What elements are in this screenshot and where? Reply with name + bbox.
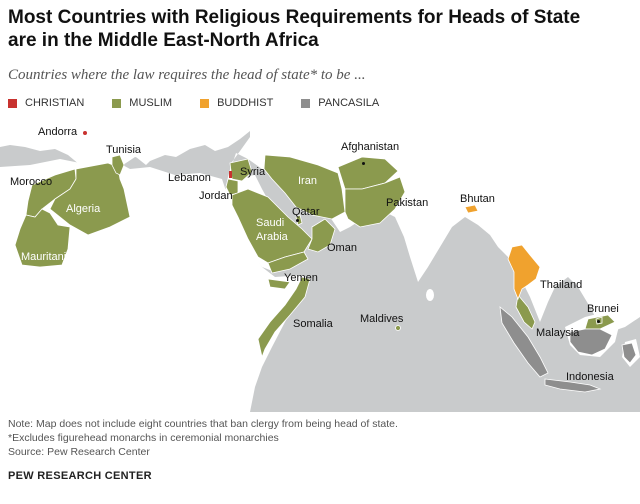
country-pakistan <box>344 176 406 228</box>
country-somalia <box>257 276 311 359</box>
country-yemen <box>267 251 309 274</box>
country-indonesia-kalimantan <box>569 328 613 356</box>
note-figurehead: *Excludes figurehead monarchs in ceremon… <box>8 432 279 444</box>
organization-credit: PEW RESEARCH CENTER <box>8 470 152 482</box>
country-maldives <box>395 325 401 331</box>
country-indonesia-sumatra <box>499 306 549 378</box>
label-tunisia: Tunisia <box>106 144 142 156</box>
legend-item-buddhist: BUDDHIST <box>200 97 273 109</box>
legend: CHRISTIAN MUSLIM BUDDHIST PANCASILA <box>8 96 407 110</box>
pancasila-countries <box>499 306 637 393</box>
legend-swatch-muslim <box>112 98 122 108</box>
country-bhutan <box>464 204 479 214</box>
legend-label-pancasila: PANCASILA <box>318 97 380 109</box>
buddhist-countries <box>464 204 541 301</box>
label-mauritania: Mauritania <box>21 251 73 263</box>
chart-subtitle: Countries where the law requires the hea… <box>8 67 366 83</box>
country-qatar <box>295 214 303 226</box>
label-syria: Syria <box>240 166 266 178</box>
label-brunei: Brunei <box>587 303 619 315</box>
label-thailand: Thailand <box>540 279 583 291</box>
label-indonesia: Indonesia <box>566 371 614 383</box>
country-tunisia <box>111 154 125 176</box>
label-algeria: Algeria <box>66 203 101 215</box>
label-andorra: Andorra <box>38 126 78 138</box>
marker-andorra <box>83 131 87 135</box>
legend-label-muslim: MUSLIM <box>129 97 173 109</box>
legend-swatch-christian <box>8 98 17 108</box>
muslim-countries <box>14 154 616 359</box>
country-thailand <box>507 244 541 301</box>
legend-swatch-buddhist <box>200 98 210 108</box>
label-malaysia: Malaysia <box>536 327 580 339</box>
land-sri-lanka <box>426 289 434 301</box>
label-oman: Oman <box>327 242 357 254</box>
label-maldives: Maldives <box>360 313 404 325</box>
note-source: Source: Pew Research Center <box>8 446 150 458</box>
country-lebanon <box>229 171 232 178</box>
legend-label-christian: CHRISTIAN <box>25 97 85 109</box>
country-malaysia <box>515 294 616 330</box>
country-indonesia-sulawesi <box>621 342 637 364</box>
chart-title: Most Countries with Religious Requiremen… <box>8 7 581 51</box>
land-italy <box>118 135 150 165</box>
map: Andorra Tunisia Morocco Algeria Mauritan… <box>0 117 640 412</box>
note-clergy: Note: Map does not include eight countri… <box>8 418 398 430</box>
label-iran: Iran <box>298 175 317 187</box>
legend-swatch-pancasila <box>301 98 311 108</box>
marker-brunei <box>597 320 600 323</box>
christian-countries <box>229 171 232 178</box>
notes: Note: Map does not include eight countri… <box>8 417 398 459</box>
label-pakistan: Pakistan <box>386 197 429 209</box>
label-bhutan: Bhutan <box>460 193 495 205</box>
marker-afghanistan <box>362 162 365 165</box>
legend-item-muslim: MUSLIM <box>112 97 172 109</box>
label-yemen: Yemen <box>284 272 318 284</box>
label-afghanistan: Afghanistan <box>341 141 400 153</box>
map-canvas <box>0 117 640 412</box>
legend-item-pancasila: PANCASILA <box>301 97 379 109</box>
country-indonesia-java <box>544 378 602 393</box>
country-mauritania <box>14 208 71 268</box>
label-morocco: Morocco <box>10 176 53 188</box>
marker-qatar <box>296 219 299 222</box>
label-qatar: Qatar <box>292 206 320 218</box>
country-oman <box>307 218 336 253</box>
label-jordan: Jordan <box>199 190 233 202</box>
country-iran <box>263 154 346 220</box>
label-saudi: Saudi <box>256 217 285 229</box>
legend-label-buddhist: BUDDHIST <box>217 97 274 109</box>
label-arabia: Arabia <box>256 231 288 243</box>
label-lebanon: Lebanon <box>168 172 211 184</box>
label-somalia: Somalia <box>293 318 333 330</box>
legend-item-christian: CHRISTIAN <box>8 97 84 109</box>
